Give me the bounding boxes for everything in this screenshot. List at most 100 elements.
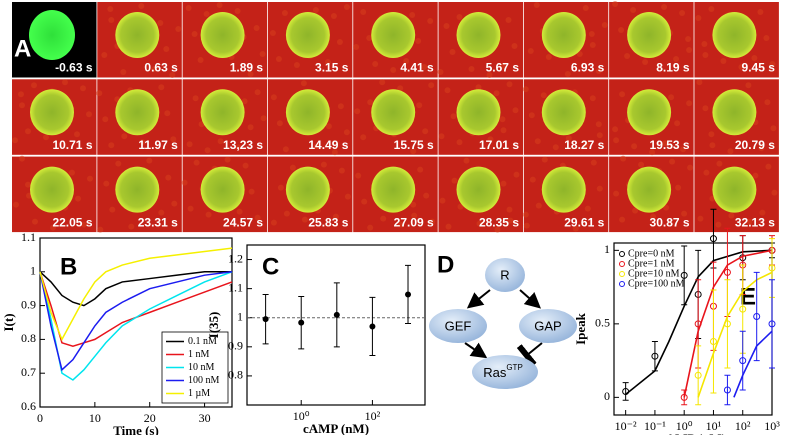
cell <box>712 89 756 135</box>
texture <box>360 134 366 140</box>
texture <box>439 133 445 139</box>
texture <box>591 160 597 166</box>
texture <box>464 158 470 164</box>
texture <box>187 141 193 147</box>
texture <box>277 120 283 126</box>
texture <box>337 39 343 45</box>
cell <box>712 167 756 213</box>
time-label: 29.61 s <box>564 215 604 229</box>
texture <box>344 129 350 135</box>
texture <box>205 147 211 153</box>
texture <box>331 13 337 19</box>
y-tick-label: 0.5 <box>595 316 610 330</box>
texture <box>165 175 171 181</box>
cell <box>371 89 415 135</box>
y-tick-label: 0.9 <box>228 339 243 353</box>
texture <box>512 43 518 49</box>
texture <box>727 148 733 154</box>
error-bar <box>769 280 775 368</box>
cell <box>30 167 74 213</box>
texture <box>32 219 38 225</box>
y-tick-label: 1 <box>604 242 610 256</box>
legend-swatch <box>620 252 625 257</box>
texture <box>524 223 530 229</box>
texture <box>339 168 345 174</box>
time-label: 23.31 s <box>138 215 178 229</box>
inhibition <box>526 343 542 356</box>
legend-label: Cpre=100 nM <box>628 278 685 289</box>
arrow <box>465 343 484 356</box>
texture <box>108 142 114 148</box>
texture <box>25 128 31 134</box>
time-label: 19.53 s <box>650 138 690 152</box>
texture <box>534 2 540 8</box>
texture <box>696 79 702 85</box>
y-tick-label: 1.1 <box>228 280 243 294</box>
texture <box>379 79 385 85</box>
texture <box>702 105 708 111</box>
cell <box>115 12 159 58</box>
texture <box>171 201 177 207</box>
cell <box>115 167 159 213</box>
texture <box>720 58 726 64</box>
y-tick-label: 1.2 <box>228 251 243 265</box>
texture <box>25 182 31 188</box>
texture <box>771 190 777 196</box>
marker <box>370 324 375 329</box>
texture <box>102 116 108 122</box>
texture <box>193 95 199 101</box>
time-label: 17.01 s <box>479 138 519 152</box>
texture <box>416 102 422 108</box>
texture <box>674 120 680 126</box>
texture <box>355 173 361 179</box>
time-label: 25.83 s <box>308 215 348 229</box>
texture <box>75 196 81 202</box>
time-label: 8.19 s <box>656 61 690 75</box>
texture <box>417 167 423 173</box>
texture <box>163 46 169 52</box>
texture <box>138 3 144 9</box>
texture <box>360 9 366 15</box>
texture <box>423 193 429 199</box>
time-label: 10.71 s <box>52 138 92 152</box>
texture <box>596 121 602 127</box>
texture <box>546 54 552 60</box>
texture <box>542 157 548 163</box>
texture <box>19 102 25 108</box>
texture <box>188 206 194 212</box>
texture <box>107 6 113 12</box>
arrow <box>520 290 538 306</box>
x-tick-label: 10³ <box>764 419 780 433</box>
texture <box>109 207 115 213</box>
time-label: 20.79 s <box>735 138 775 152</box>
texture <box>613 137 619 143</box>
texture <box>249 189 255 195</box>
marker <box>334 312 339 317</box>
node-superscript: GTP <box>506 363 522 372</box>
panel-label: B <box>60 253 77 280</box>
texture <box>701 41 707 47</box>
texture <box>716 161 722 167</box>
texture <box>128 224 134 230</box>
texture <box>284 211 290 217</box>
texture <box>708 131 714 137</box>
texture <box>204 11 210 17</box>
texture <box>507 207 513 213</box>
cell <box>30 89 74 135</box>
texture <box>271 220 277 226</box>
cell <box>712 12 756 58</box>
texture <box>313 7 319 13</box>
texture <box>446 224 452 230</box>
cell <box>115 89 159 135</box>
texture <box>194 160 200 166</box>
node-label: Ras <box>483 365 507 380</box>
texture <box>590 42 596 48</box>
x-tick-label: 0 <box>37 411 43 425</box>
y-tick-label: 1 <box>237 309 243 323</box>
panel-d: D R GEF GAP RasGTP <box>429 251 577 389</box>
texture <box>763 35 769 41</box>
legend-swatch <box>620 272 625 277</box>
cell <box>201 89 245 135</box>
y-tick-label: 0.8 <box>21 331 36 345</box>
error-bar <box>724 375 730 404</box>
